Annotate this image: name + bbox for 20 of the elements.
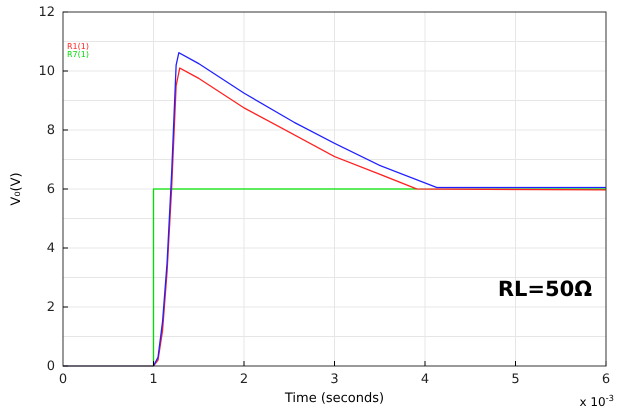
y-tick-label: 12 bbox=[38, 5, 55, 20]
x-tick-label: 4 bbox=[420, 372, 430, 388]
y-tick-label: 2 bbox=[46, 300, 55, 316]
y-tick-label: 4 bbox=[46, 241, 55, 256]
x-tick-label: 3 bbox=[330, 372, 339, 388]
x-tick-label: 5 bbox=[511, 372, 520, 388]
y-tick-label: 0 bbox=[46, 359, 55, 374]
text: x 10$^{-3}$ bbox=[579, 393, 614, 409]
x-tick-label: 6 bbox=[602, 372, 610, 388]
x-axis-title: Time (seconds) bbox=[284, 391, 384, 406]
y-tick-label: 10 bbox=[38, 64, 55, 80]
text: R1(1) bbox=[67, 42, 89, 51]
x-tick-label: 0 bbox=[58, 372, 68, 388]
x-tick-label: 1 bbox=[149, 372, 158, 388]
x-tick-label: 2 bbox=[240, 372, 248, 388]
y-axis-title: V₀(V) bbox=[9, 172, 24, 206]
y-tick-label: 8 bbox=[46, 123, 55, 138]
annotation: RL=50Ω bbox=[498, 277, 592, 301]
y-tick-label: 6 bbox=[46, 182, 55, 198]
text: R7(1) bbox=[67, 50, 89, 59]
